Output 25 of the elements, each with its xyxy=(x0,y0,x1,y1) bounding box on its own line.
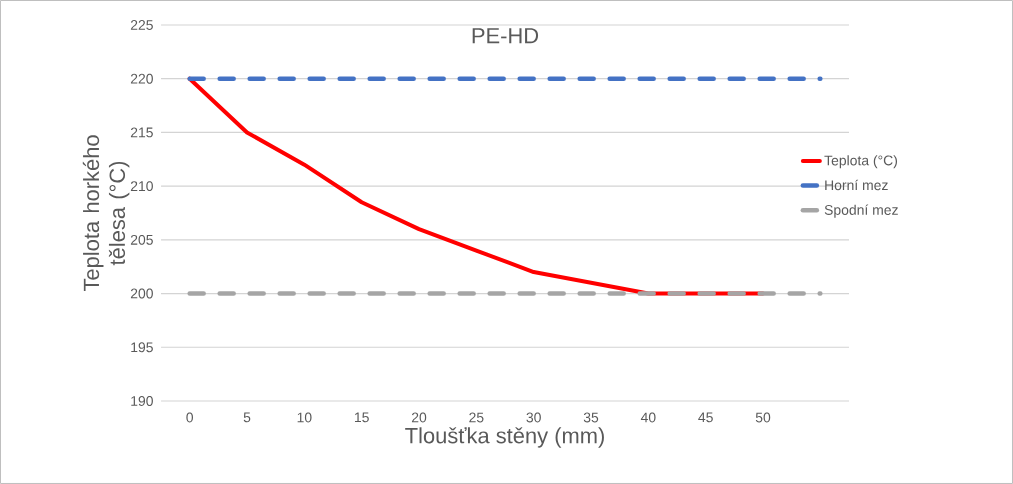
y-tick-label: 205 xyxy=(130,234,153,245)
x-tick-label: 5 xyxy=(243,412,251,423)
x-tick-label: 50 xyxy=(755,412,771,423)
x-tick-label: 35 xyxy=(583,412,599,423)
x-tick-label: 20 xyxy=(411,412,427,423)
x-axis-title: Tloušťka stěny (mm) xyxy=(405,427,604,448)
chart-title: PE-HD xyxy=(472,28,539,44)
y-tick-label: 200 xyxy=(130,288,153,299)
y-tick-label: 210 xyxy=(130,181,153,192)
y-tick-label: 195 xyxy=(131,342,153,353)
x-tick-label: 45 xyxy=(698,412,713,423)
y-tick-label: 190 xyxy=(131,396,153,406)
y-tick-label: 215 xyxy=(130,127,153,138)
y-tick-label: 220 xyxy=(130,73,153,84)
x-tick-label: 10 xyxy=(297,412,312,423)
x-tick-label: 0 xyxy=(186,412,194,423)
legend-label: Horní mez xyxy=(825,179,888,191)
legend-label: Spodní mez xyxy=(824,204,898,218)
x-tick-label: 15 xyxy=(354,412,369,423)
y-tick-label: 225 xyxy=(130,20,153,30)
x-tick-label: 25 xyxy=(469,412,484,423)
x-tick-label: 40 xyxy=(640,412,656,423)
legend-label: Teplota (°C) xyxy=(824,155,898,169)
y-axis-title: Teplota horkého tělesa (°C) xyxy=(82,135,130,292)
x-tick-label: 30 xyxy=(526,412,541,423)
